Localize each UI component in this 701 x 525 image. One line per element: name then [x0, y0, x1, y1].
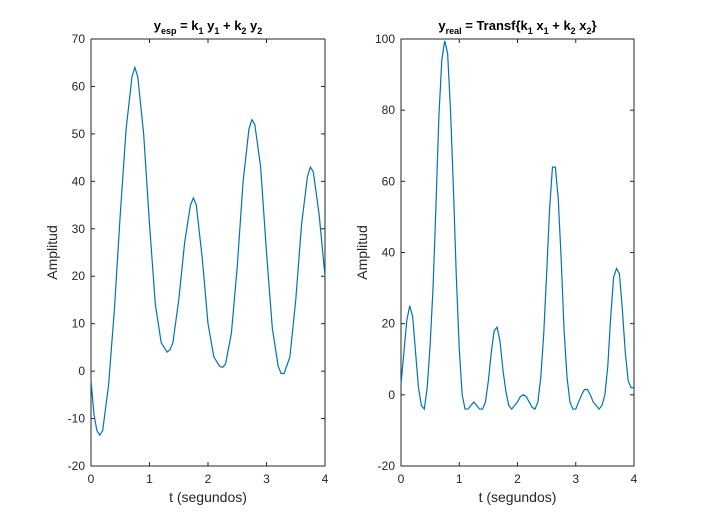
title-subscript: 2	[587, 26, 592, 36]
y-tick-label: 30	[72, 222, 86, 236]
y-tick-label: 0	[78, 364, 85, 378]
title-subscript: real	[446, 26, 462, 36]
y-tick-label: 20	[382, 317, 396, 331]
y-tick-label: 70	[72, 32, 86, 46]
title-text: y	[246, 18, 258, 33]
title-text: x	[576, 18, 588, 33]
title-subscript: 2	[571, 26, 576, 36]
left-chart: 0 1 2 3 4 -20 -10 0 10 20 30 40 50 60 70 t (segundos) Am…	[44, 18, 329, 505]
title-main: y	[438, 18, 446, 33]
x-tick-label: 3	[572, 472, 579, 486]
title-text: + k	[219, 18, 242, 33]
chart-title: yreal = Transf{k1 x1 + k2 x2}	[438, 18, 596, 36]
title-main: y	[154, 18, 162, 33]
y-tick-label: -10	[68, 412, 86, 426]
title-text: y	[204, 18, 216, 33]
plot-frame	[90, 38, 326, 467]
title-subscript: esp	[161, 26, 177, 36]
y-tick-label: -20	[378, 459, 396, 473]
series-line	[90, 65, 326, 437]
chart-title: yesp = k1 y1 + k2 y2	[154, 18, 263, 36]
x-tick-label: 0	[398, 472, 405, 486]
x-tick-label: 2	[205, 472, 212, 486]
y-tick-label: 40	[382, 246, 396, 260]
title-text: x	[533, 18, 545, 33]
title-text: + k	[549, 18, 572, 33]
x-tick-label: 0	[88, 472, 95, 486]
x-axis-label: t (segundos)	[479, 489, 557, 505]
title-text: }	[592, 18, 597, 33]
x-tick-label: 2	[514, 472, 521, 486]
y-tick-label: 40	[72, 174, 86, 188]
y-tick-label: 50	[72, 127, 86, 141]
y-tick-label: 20	[72, 269, 86, 283]
title-subscript: 1	[544, 26, 549, 36]
title-subscript: 2	[257, 26, 262, 36]
y-tick-label: 0	[388, 388, 395, 402]
y-tick-label: -20	[68, 459, 86, 473]
y-tick-label: 60	[382, 174, 396, 188]
x-tick-label: 3	[263, 472, 270, 486]
x-tick-label: 4	[322, 472, 329, 486]
y-tick-label: 60	[72, 79, 86, 93]
y-axis-label: Amplitud	[44, 225, 60, 279]
title-text: = Transf{k	[462, 18, 529, 33]
x-tick-label: 4	[631, 472, 638, 486]
y-tick-label: 10	[72, 317, 86, 331]
x-tick-label: 1	[146, 472, 153, 486]
series-line	[400, 40, 634, 411]
title-subscript: 2	[241, 26, 246, 36]
y-tick-label: 80	[382, 103, 396, 117]
title-text: = k	[176, 18, 199, 33]
title-subscript: 1	[214, 26, 219, 36]
x-axis-label: t (segundos)	[169, 489, 247, 505]
title-subscript: 1	[528, 26, 533, 36]
y-axis-label: Amplitud	[354, 225, 370, 279]
title-subscript: 1	[199, 26, 204, 36]
x-tick-label: 1	[456, 472, 463, 486]
y-tick-label: 100	[375, 32, 395, 46]
